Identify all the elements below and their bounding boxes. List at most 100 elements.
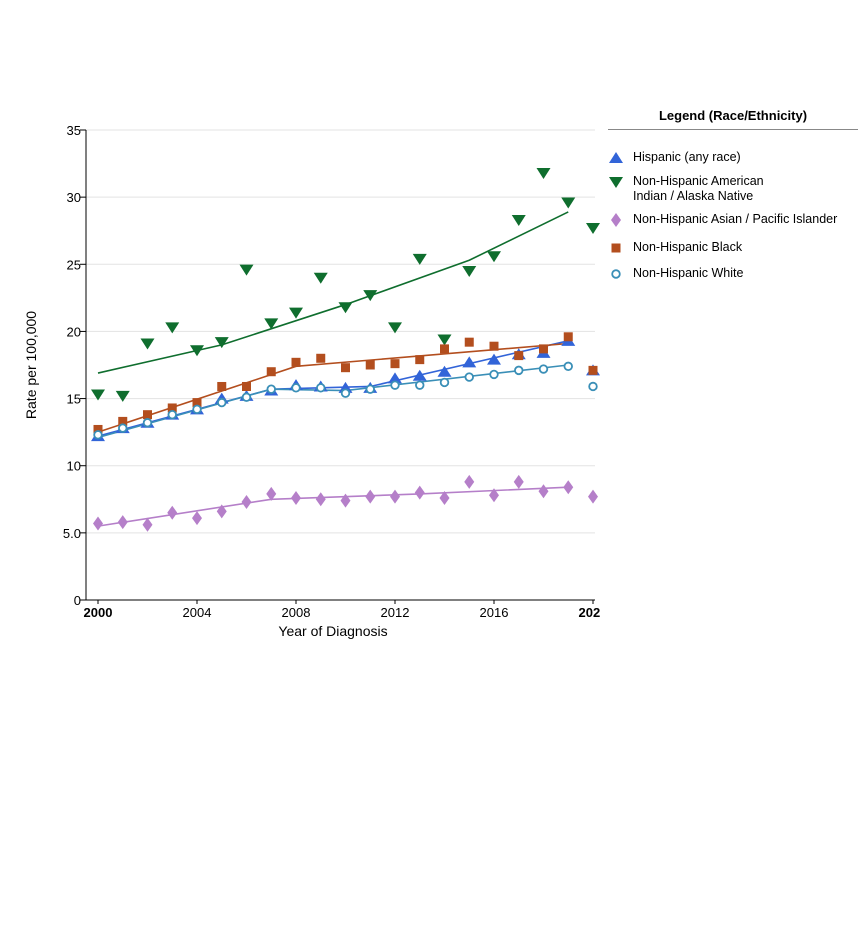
data-point (217, 381, 227, 391)
data-point (316, 353, 326, 363)
data-point (313, 272, 328, 284)
data-point (239, 264, 254, 276)
data-point (439, 377, 450, 388)
legend-marker (611, 213, 621, 227)
data-point (165, 322, 180, 334)
data-point (440, 344, 449, 354)
data-point (93, 430, 103, 440)
data-point (266, 486, 277, 501)
legend-title: Legend (Race/Ethnicity) (608, 100, 858, 130)
data-point (588, 489, 598, 504)
data-point (390, 359, 400, 369)
chart: 0 5.0 10 15 20 25 30 35 2000 2004 2008 2012 2016 2020… (23, 123, 600, 639)
legend-item: Hispanic (any race) (608, 150, 858, 166)
data-point (415, 355, 425, 365)
x-tick-label: 2016 (480, 605, 509, 620)
data-point (513, 474, 524, 489)
data-point (464, 372, 474, 382)
data-point (340, 493, 351, 508)
data-point (266, 367, 276, 377)
data-point (91, 389, 105, 401)
data-point (214, 337, 229, 349)
data-point (117, 515, 128, 530)
data-point (142, 517, 153, 532)
data-point (538, 364, 549, 374)
trend-line (97, 364, 569, 439)
data-point (487, 353, 501, 365)
data-point (412, 253, 427, 265)
legend-marker (611, 243, 621, 253)
data-points (91, 167, 600, 532)
legend-item: Non-Hispanic White (608, 266, 858, 282)
legend-item: Non-Hispanic American Indian / Alaska Na… (608, 174, 858, 204)
data-point (437, 334, 452, 346)
data-point (586, 223, 600, 235)
data-point (539, 344, 548, 354)
legend-marker-icon (611, 243, 621, 253)
data-point (93, 516, 103, 531)
legend-label: Hispanic (any race) (633, 150, 741, 164)
legend-label: Non-Hispanic White (633, 266, 744, 280)
data-point (338, 302, 353, 314)
trend-line (97, 340, 569, 437)
data-point (291, 490, 301, 505)
data-point (536, 167, 551, 179)
data-point (115, 390, 130, 402)
data-point (289, 307, 303, 319)
data-point (514, 351, 524, 361)
data-point (167, 505, 178, 520)
data-point (118, 423, 128, 433)
data-point (217, 397, 227, 408)
legend-label: Non-Hispanic Asian / Pacific Islander (633, 212, 838, 226)
data-point (388, 372, 402, 384)
data-point (514, 365, 524, 376)
data-point (489, 341, 499, 351)
y-tick-label: 35 (67, 123, 81, 138)
data-point (462, 356, 477, 368)
data-point (341, 363, 350, 373)
data-point (390, 380, 400, 390)
legend-marker-icon (611, 213, 621, 227)
data-point (365, 489, 376, 504)
legend-marker-icon (609, 177, 623, 188)
data-point (412, 369, 427, 381)
data-point (489, 369, 499, 380)
data-point (192, 398, 202, 408)
data-point (462, 266, 477, 277)
data-point (140, 338, 155, 350)
data-point (192, 404, 202, 415)
x-tick-label: 2000 (84, 605, 113, 620)
data-point (216, 504, 227, 519)
legend-marker (611, 269, 621, 279)
legend-item: Non-Hispanic Black (608, 240, 858, 256)
data-point (390, 489, 400, 504)
data-point (291, 383, 301, 393)
legend-marker (609, 152, 623, 163)
y-tick-label: 10 (67, 459, 81, 474)
data-point (464, 337, 474, 347)
data-point (561, 197, 576, 209)
y-tick-label: 25 (67, 257, 81, 272)
data-point (167, 403, 177, 413)
data-point (439, 490, 450, 505)
axes: 0 5.0 10 15 20 25 30 35 2000 2004 2008 2012 2016 2020 (63, 123, 600, 620)
data-point (142, 418, 153, 428)
data-point (118, 416, 128, 426)
data-point (365, 360, 375, 370)
data-point (388, 322, 402, 334)
data-point (264, 318, 279, 330)
data-point (315, 492, 326, 507)
trend-line (97, 486, 569, 527)
data-point (242, 381, 251, 391)
data-point (511, 214, 526, 226)
data-point (291, 357, 301, 367)
grid (86, 129, 595, 601)
data-point (563, 480, 574, 495)
data-point (563, 361, 573, 372)
data-point (487, 251, 501, 263)
data-point (316, 383, 326, 393)
data-point (143, 410, 152, 420)
data-point (93, 424, 103, 434)
y-tick-label: 0 (74, 593, 81, 608)
data-point (588, 381, 598, 392)
